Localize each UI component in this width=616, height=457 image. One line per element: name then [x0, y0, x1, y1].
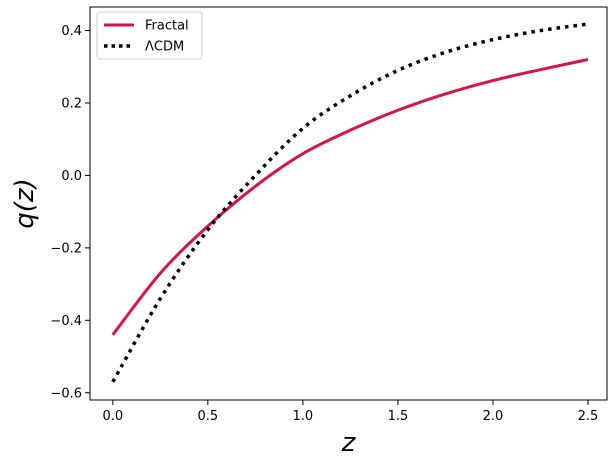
x-axis-label: z — [341, 428, 357, 457]
legend-label: Fractal — [145, 19, 189, 34]
y-tick-label: −0.6 — [50, 386, 82, 401]
y-axis-label: q(z) — [10, 178, 40, 228]
x-tick-label: 0.5 — [198, 409, 219, 424]
y-tick-label: −0.4 — [50, 314, 82, 329]
x-tick-label: 2.5 — [578, 409, 599, 424]
y-tick-label: −0.2 — [50, 241, 82, 256]
x-tick-label: 2.0 — [483, 409, 504, 424]
y-tick-label: 0.2 — [61, 96, 82, 111]
y-axis: −0.6 −0.4 −0.2 0.0 0.2 0.4 — [50, 24, 90, 401]
x-tick-label: 0.0 — [102, 409, 123, 424]
series-line-fractal — [111, 58, 589, 336]
plot-frame — [89, 6, 608, 401]
series-line-lcdm — [111, 22, 589, 383]
series-layer — [111, 22, 589, 383]
x-tick-label: 1.5 — [388, 409, 409, 424]
legend-label: ΛCDM — [145, 40, 184, 55]
y-tick-label: 0.0 — [61, 169, 82, 184]
x-axis: 0.0 0.5 1.0 1.5 2.0 2.5 — [102, 400, 598, 424]
legend: Fractal ΛCDM — [96, 11, 203, 60]
y-tick-label: 0.4 — [61, 24, 82, 39]
x-tick-label: 1.0 — [293, 409, 314, 424]
